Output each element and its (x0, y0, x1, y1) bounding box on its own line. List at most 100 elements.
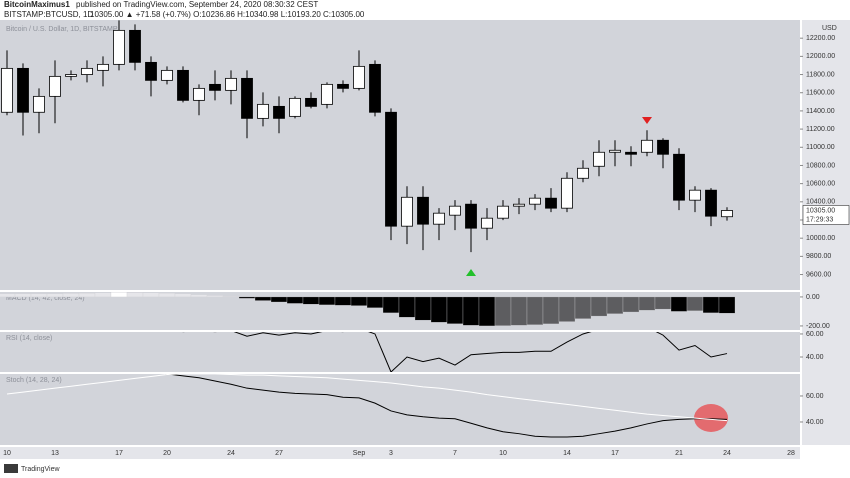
sell-marker (642, 117, 652, 124)
candle-body (609, 149, 621, 153)
histogram-bar (222, 296, 240, 298)
countdown: 17:29:33 (806, 216, 833, 223)
x-tick-label: 27 (275, 450, 283, 457)
y-tick-label: -200.00 (806, 323, 830, 330)
histogram-bar (254, 296, 272, 301)
currency: USD (822, 25, 837, 32)
candle-body (97, 63, 109, 71)
x-tick-label: 17 (115, 450, 123, 457)
x-tick-label: Sep (353, 450, 366, 457)
candle-body (721, 210, 733, 218)
candle-body (1, 67, 13, 113)
histogram-bar (30, 293, 48, 298)
candle-body (385, 111, 397, 227)
candle-body (257, 103, 269, 119)
candle-body (225, 77, 237, 91)
time-axis (0, 447, 800, 459)
candle-body (353, 65, 365, 89)
stoch-title: Stoch (14, 28, 24) (6, 377, 62, 384)
candle-body (273, 105, 285, 119)
candle-body (145, 61, 157, 81)
histogram-bar (206, 295, 224, 298)
histogram-bar (590, 296, 608, 317)
histogram-bar (510, 296, 528, 326)
last-price: 10305.00 (806, 207, 835, 214)
histogram-bar (46, 293, 64, 298)
histogram-bar (478, 296, 496, 327)
candle-body (321, 83, 333, 105)
histogram-bar (718, 296, 736, 314)
x-tick-label: 13 (51, 450, 59, 457)
histogram-bar (366, 296, 384, 308)
histogram-bar (622, 296, 640, 313)
histogram-bar (606, 296, 624, 314)
histogram-bar (462, 296, 480, 326)
candle-body (417, 196, 429, 225)
x-tick-label: 7 (453, 450, 457, 457)
y-tick-label: 60.00 (806, 393, 824, 400)
candle-body (369, 63, 381, 113)
x-tick-label: 14 (563, 450, 571, 457)
histogram-bar (686, 296, 704, 312)
y-tick-label: 10400.00 (806, 199, 835, 206)
candle-body (497, 205, 509, 219)
rsi-panel (0, 332, 800, 372)
candle-body (465, 203, 477, 229)
x-tick-label: 10 (3, 450, 11, 457)
candle-body (689, 189, 701, 201)
histogram (0, 292, 736, 327)
histogram-bar (158, 293, 176, 298)
candle-body (337, 83, 349, 89)
lines (6, 374, 728, 438)
x-tick-label: 24 (723, 450, 731, 457)
candle-body (481, 217, 493, 229)
candle-body (305, 97, 317, 107)
candle-body (673, 153, 685, 201)
y-tick-label: 10000.00 (806, 235, 835, 242)
histogram-bar (126, 292, 144, 298)
histogram-bar (654, 296, 672, 310)
y-tick-label: 11600.00 (806, 90, 835, 97)
histogram-bar (142, 292, 160, 298)
indicator-line (6, 374, 728, 422)
x-tick-label: 10 (499, 450, 507, 457)
candle-body (241, 77, 253, 119)
candle-body (433, 212, 445, 225)
y-tick-label: 11200.00 (806, 126, 835, 133)
y-tick-label: 9600.00 (806, 271, 831, 278)
x-tick-label: 24 (227, 450, 235, 457)
y-tick-label: 40.00 (806, 419, 824, 426)
candle-body (177, 69, 189, 101)
quote: 10305.00 ▲ +71.58 (+0.7%) O:10236.86 H:1… (90, 10, 365, 19)
candle-body (193, 87, 205, 101)
histogram-bar (350, 296, 368, 306)
candle-body (113, 29, 125, 65)
candle-body (641, 139, 653, 153)
macd-title: MACD (14, 42, close, 24) (6, 295, 85, 302)
histogram-bar (190, 294, 208, 298)
histogram-bar (238, 296, 256, 299)
published: published on TradingView.com, September … (76, 0, 318, 9)
y-tick-label: 40.00 (806, 354, 824, 361)
histogram-bar (94, 292, 112, 298)
histogram-bar (702, 296, 720, 314)
histogram-bar (494, 296, 512, 326)
x-tick-label: 21 (675, 450, 683, 457)
y-tick-label: 10600.00 (806, 180, 835, 187)
price-axis (802, 20, 850, 445)
histogram-bar (574, 296, 592, 319)
histogram-bar (558, 296, 576, 322)
y-tick-label: 11400.00 (806, 108, 835, 115)
histogram-bar (638, 296, 656, 311)
candle-body (49, 75, 61, 97)
candles (1, 20, 733, 253)
indicator-line (164, 374, 728, 438)
logo-text: TradingView (21, 466, 60, 473)
candle-body (33, 95, 45, 113)
histogram-bar (414, 296, 432, 321)
histogram-bar (446, 296, 464, 324)
histogram-bar (382, 296, 400, 314)
histogram-bar (0, 293, 16, 298)
candle-body (81, 67, 93, 75)
histogram-bar (430, 296, 448, 323)
